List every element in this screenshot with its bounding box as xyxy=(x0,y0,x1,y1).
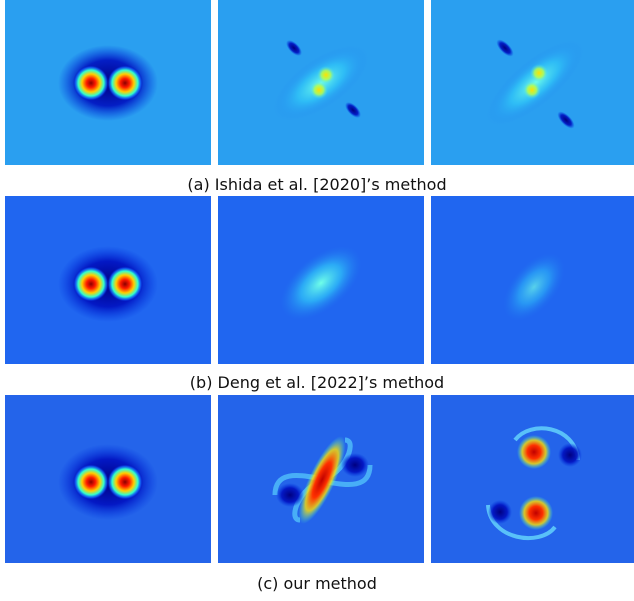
vortex-pair xyxy=(58,246,158,322)
dark-spot xyxy=(558,443,582,467)
spot xyxy=(523,81,541,99)
caption: (a) Ishida et al. [2020]’s method xyxy=(187,175,446,194)
spot xyxy=(310,81,328,99)
vortex-pair xyxy=(58,45,158,121)
vortex xyxy=(517,435,551,469)
dark-spot xyxy=(488,500,512,524)
vortex xyxy=(519,496,553,530)
row-b: (b) Deng et al. [2022]’s method xyxy=(5,196,634,392)
dark-spot xyxy=(341,453,369,477)
row-c: (c) our method xyxy=(5,395,634,593)
caption: (b) Deng et al. [2022]’s method xyxy=(190,373,444,392)
page: Figure html, body { margin: 0; padding: … xyxy=(0,0,634,601)
spot xyxy=(530,64,548,82)
caption: (c) our method xyxy=(257,574,377,593)
body: {"figure": {"captions": ["(a) Ishida et … xyxy=(0,0,634,601)
vortex-pair xyxy=(58,444,158,520)
dark-spot xyxy=(276,483,304,507)
figure: (a) Ishida et al. [2020]’s method (b) De… xyxy=(0,0,634,601)
row-a: (a) Ishida et al. [2020]’s method xyxy=(5,0,634,194)
